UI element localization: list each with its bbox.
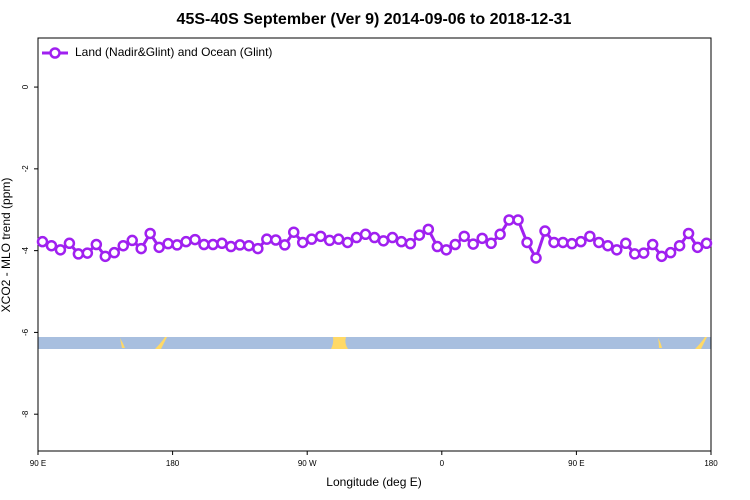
data-point bbox=[341, 236, 354, 249]
data-point bbox=[36, 235, 49, 248]
data-point bbox=[332, 233, 345, 245]
data-point bbox=[611, 244, 623, 256]
data-point bbox=[620, 237, 632, 250]
y-tick-label: 0 bbox=[21, 84, 30, 89]
data-point bbox=[216, 237, 228, 250]
data-point bbox=[548, 236, 560, 249]
data-point bbox=[422, 223, 435, 236]
data-point bbox=[386, 231, 399, 244]
data-point bbox=[189, 233, 201, 246]
data-point bbox=[593, 236, 605, 249]
y-axis-label: XCO2 - MLO trend (ppm) bbox=[0, 178, 13, 313]
data-point bbox=[395, 235, 408, 248]
data-point bbox=[700, 237, 713, 250]
data-point bbox=[485, 237, 497, 250]
data-point bbox=[476, 232, 488, 245]
data-point bbox=[557, 236, 569, 249]
data-point bbox=[305, 233, 318, 245]
data-point bbox=[126, 234, 138, 247]
legend-marker bbox=[49, 47, 61, 59]
data-point bbox=[279, 239, 291, 251]
data-point bbox=[296, 236, 309, 249]
data-point bbox=[512, 214, 524, 226]
data-point bbox=[413, 229, 426, 241]
data-point bbox=[368, 231, 381, 244]
data-point bbox=[117, 239, 129, 252]
data-point bbox=[503, 214, 515, 226]
data-point bbox=[655, 250, 668, 263]
data-point bbox=[45, 239, 58, 252]
y-tick-label: -8 bbox=[21, 410, 30, 418]
data-point bbox=[467, 238, 479, 250]
data-point bbox=[673, 239, 686, 252]
data-point bbox=[90, 238, 103, 251]
data-point bbox=[261, 233, 273, 245]
chart-title: 45S-40S September (Ver 9) 2014-09-06 to … bbox=[177, 11, 572, 28]
data-point bbox=[162, 237, 174, 250]
data-point bbox=[108, 246, 121, 259]
data-point bbox=[270, 234, 282, 246]
data-point bbox=[180, 235, 192, 248]
x-axis-label: Longitude (deg E) bbox=[326, 475, 421, 489]
land-ocean-strip bbox=[38, 337, 711, 349]
data-point bbox=[521, 236, 533, 249]
data-point bbox=[458, 230, 470, 243]
data-point bbox=[153, 241, 165, 254]
data-point bbox=[359, 228, 372, 241]
data-point bbox=[72, 248, 85, 260]
data-point bbox=[252, 242, 264, 255]
data-point bbox=[350, 231, 363, 244]
data-point bbox=[691, 241, 704, 254]
data-point bbox=[54, 244, 67, 256]
legend: Land (Nadir&Glint) and Ocean (Glint) bbox=[42, 45, 272, 59]
y-tick-label: -4 bbox=[21, 247, 30, 255]
legend-label: Land (Nadir&Glint) and Ocean (Glint) bbox=[75, 45, 272, 59]
data-point bbox=[637, 247, 650, 259]
data-point bbox=[63, 237, 76, 250]
data-point bbox=[135, 242, 147, 255]
data-point bbox=[664, 246, 677, 259]
data-point bbox=[207, 238, 219, 251]
data-point bbox=[682, 227, 695, 240]
data-point bbox=[243, 239, 255, 252]
x-tick-label: 180 bbox=[704, 459, 718, 468]
data-point bbox=[198, 238, 210, 251]
data-point bbox=[144, 227, 156, 240]
x-tick-label: 180 bbox=[166, 459, 180, 468]
x-tick-label: 90 W bbox=[298, 459, 317, 468]
x-tick-label: 90 E bbox=[30, 459, 46, 468]
data-point bbox=[404, 237, 417, 250]
data-point bbox=[431, 240, 444, 253]
data-point bbox=[584, 230, 596, 243]
y-tick-label: -6 bbox=[21, 328, 30, 336]
x-tick-label: 0 bbox=[440, 459, 445, 468]
data-point bbox=[628, 248, 641, 260]
data-point bbox=[440, 244, 453, 256]
data-point bbox=[287, 226, 300, 238]
x-tick-label: 90 E bbox=[568, 459, 584, 468]
data-point bbox=[314, 230, 327, 243]
data-point bbox=[449, 238, 462, 251]
data-point bbox=[566, 237, 578, 250]
data-point bbox=[377, 235, 390, 247]
data-point bbox=[539, 225, 551, 237]
data-point bbox=[646, 238, 659, 251]
data-point bbox=[323, 234, 336, 247]
data-point bbox=[530, 252, 542, 264]
data-point bbox=[225, 240, 237, 253]
data-point bbox=[171, 239, 183, 251]
data-point bbox=[234, 239, 246, 251]
y-tick-label: -2 bbox=[21, 165, 30, 173]
data-point bbox=[99, 250, 112, 263]
data-point bbox=[575, 235, 587, 248]
data-point bbox=[81, 247, 94, 259]
data-point bbox=[494, 228, 506, 241]
data-point bbox=[602, 239, 614, 252]
